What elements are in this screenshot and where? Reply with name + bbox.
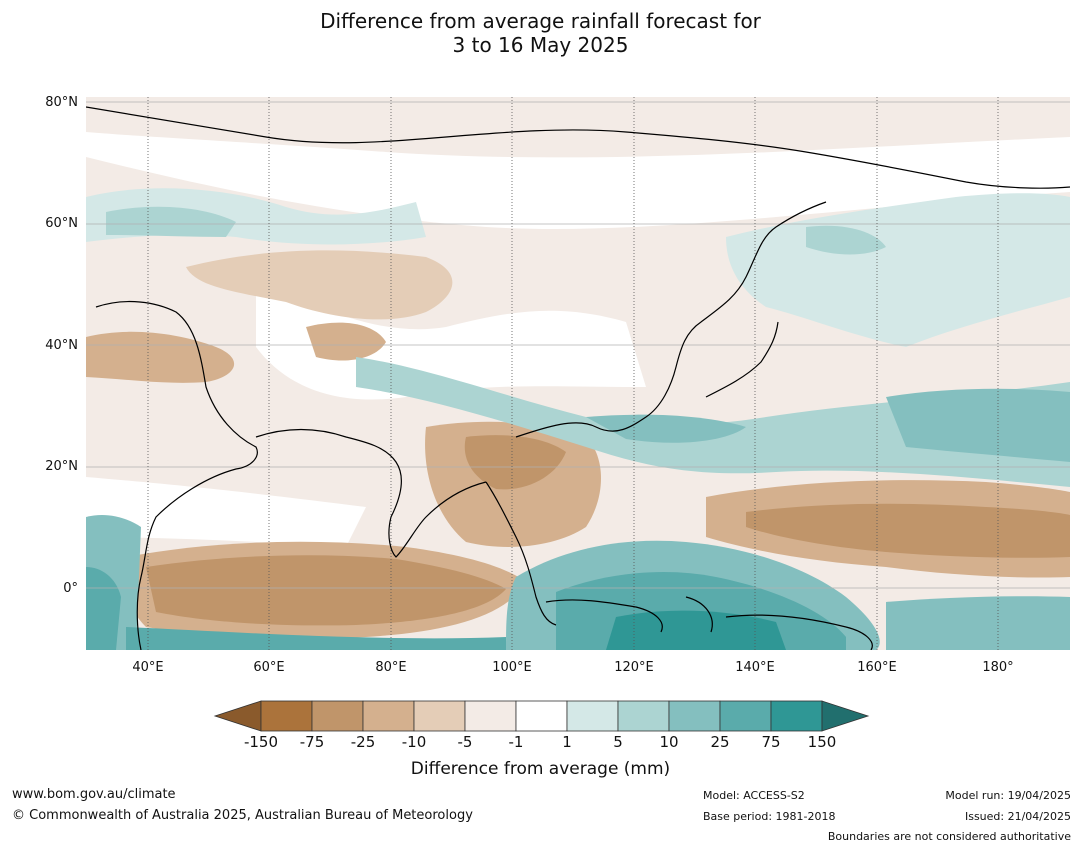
colorbar-tick: 1 (562, 733, 572, 751)
colorbar-tick: -75 (299, 733, 325, 751)
dry-tibet-west (306, 322, 386, 361)
colorbar-tick: 75 (761, 733, 781, 751)
lon-label-100e: 100°E (492, 660, 532, 675)
rainfall-map (86, 97, 1070, 650)
dry-myanmar (464, 435, 566, 490)
colorbar-label: Difference from average (mm) (410, 759, 671, 779)
neutral-band-arabian (86, 477, 366, 547)
colorbar-swatch (566, 700, 619, 732)
lat-label-60n: 60°N (45, 216, 78, 231)
colorbar-tick: -1 (508, 733, 524, 751)
colorbar (213, 700, 870, 732)
colorbar-swatch (515, 700, 568, 732)
lon-label-120e: 120°E (614, 660, 654, 675)
coast-china (515, 201, 827, 438)
wet-siberia-core (106, 206, 236, 237)
colorbar-tick: 10 (659, 733, 679, 751)
coast-indochina (485, 481, 557, 626)
coast-sulawesi (685, 596, 713, 633)
lat-label-20n: 20°N (45, 459, 78, 474)
model-run-date: Model run: 19/04/2025 (945, 789, 1071, 802)
wet-banda-sea (606, 610, 786, 650)
lat-label-0: 0° (63, 581, 78, 596)
coast-new-guinea (725, 614, 873, 650)
issued-date: Issued: 21/04/2025 (964, 810, 1071, 823)
wet-east-asia-band (356, 357, 1070, 487)
copyright-notice: © Commonwealth of Australia 2025, Austra… (12, 808, 473, 823)
colorbar-swatch (617, 700, 670, 732)
neutral-band-north (86, 132, 1070, 229)
coast-japan (705, 321, 779, 398)
coast-arabia-africa (95, 300, 258, 650)
lon-label-140e: 140°E (735, 660, 775, 675)
colorbar-swatch (719, 700, 772, 732)
coastlines (86, 106, 1070, 650)
wet-north-pacific-sub (886, 388, 1070, 462)
colorbar-tick: -25 (350, 733, 376, 751)
colorbar-tick: 150 (807, 733, 837, 751)
colorbar-swatch (311, 700, 364, 732)
lat-label-40n: 40°N (45, 338, 78, 353)
colorbar-extension-low (213, 700, 262, 732)
dry-tropical-pacific-core (746, 503, 1070, 558)
neutral-band-central (256, 272, 646, 400)
colorbar-tick: -150 (243, 733, 279, 751)
colorbar-tick: -10 (401, 733, 427, 751)
boundaries-disclaimer: Boundaries are not considered authoritat… (827, 830, 1071, 843)
colorbar-swatch (413, 700, 466, 732)
colorbar-extension-high (821, 700, 870, 732)
wet-okhotsk (806, 225, 886, 255)
latitude-gridlines (86, 101, 1070, 589)
coast-borneo (545, 599, 663, 633)
lon-label-160e: 160°E (857, 660, 897, 675)
longitude-gridlines (147, 97, 999, 650)
colorbar-swatch (464, 700, 517, 732)
map-title-line-1: Difference from average rainfall forecas… (320, 9, 761, 33)
source-url[interactable]: www.bom.gov.au/climate (12, 787, 176, 802)
colorbar-swatch (362, 700, 415, 732)
colorbar-tick: 25 (710, 733, 730, 751)
base-period: Base period: 1981-2018 (703, 810, 836, 823)
wet-south-indian-ocean (126, 627, 506, 650)
lon-label-60e: 60°E (253, 660, 285, 675)
coast-arctic (86, 106, 1070, 189)
rainfall-anomaly-map (86, 97, 1070, 650)
lat-label-80n: 80°N (45, 95, 78, 110)
colorbar-swatch (770, 700, 823, 732)
colorbar-tick: -5 (457, 733, 473, 751)
dry-indian-ocean-core (146, 555, 506, 626)
model-name: Model: ACCESS-S2 (703, 789, 805, 802)
colorbar-swatch (260, 700, 313, 732)
dry-central-asia (186, 250, 453, 320)
lon-label-40e: 40°E (132, 660, 164, 675)
lon-label-180: 180° (982, 660, 1014, 675)
colorbar-swatch (668, 700, 721, 732)
wet-south-pacific (886, 596, 1070, 650)
lon-label-80e: 80°E (375, 660, 407, 675)
coast-india (255, 428, 487, 558)
map-title-line-2: 3 to 16 May 2025 (452, 33, 629, 57)
colorbar-tick: 5 (613, 733, 623, 751)
wet-east-china-sea (586, 414, 746, 443)
